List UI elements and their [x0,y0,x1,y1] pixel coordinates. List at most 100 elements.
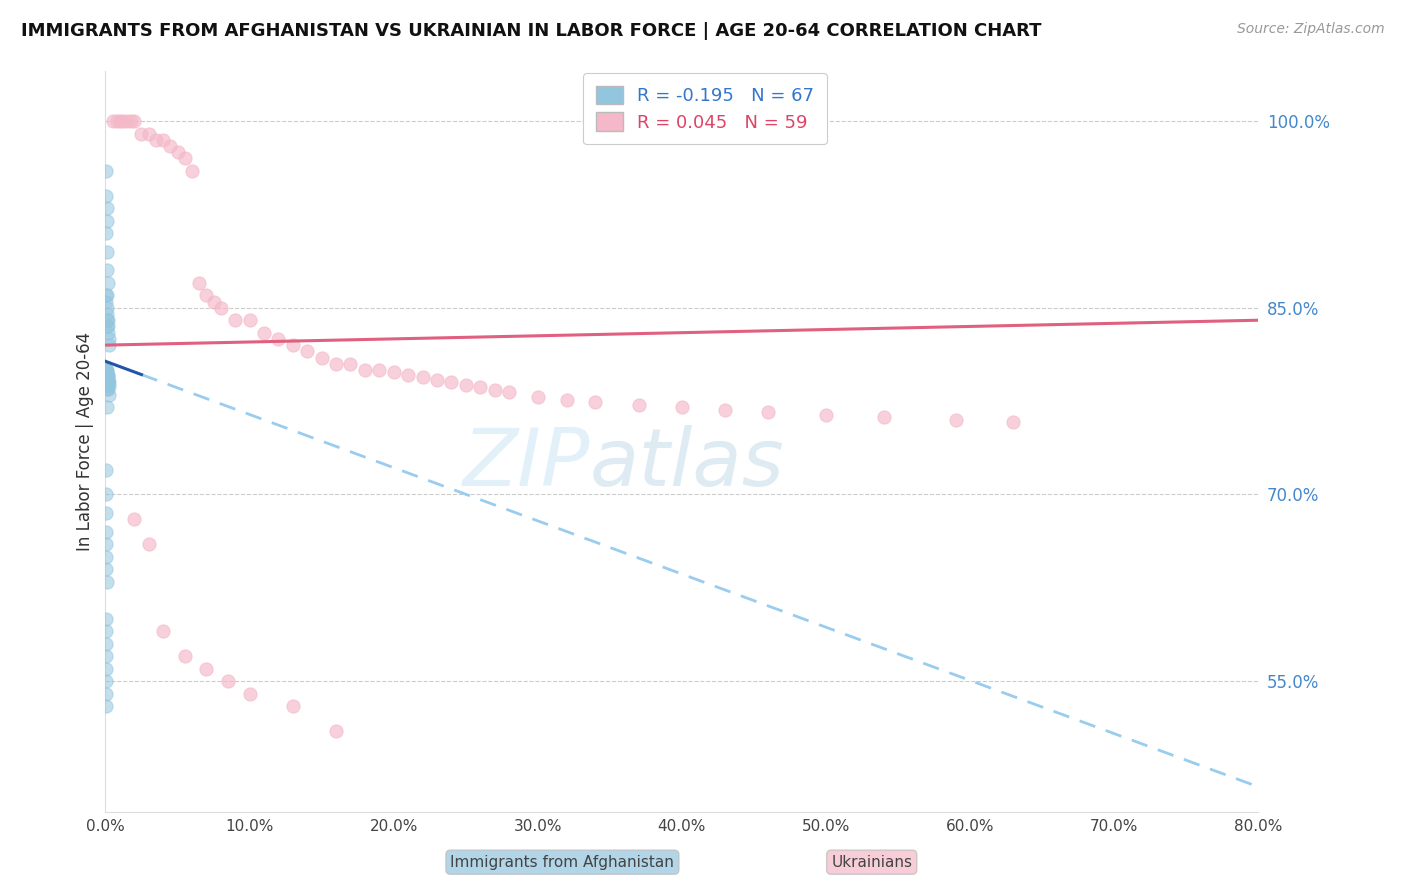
Point [105,114,128,128]
Point [96,213,118,227]
Point [96,369,118,384]
Point [115,114,138,128]
Point [96,366,118,380]
Point [96,376,118,390]
Point [96,201,118,215]
Point [181,164,204,178]
Point [714,402,737,417]
Point [96,698,118,713]
Point [498,385,520,400]
Point [454,378,477,392]
Point [945,413,967,427]
Point [96,562,118,576]
Point [101,114,124,128]
Point [96,307,118,321]
Point [217,674,239,689]
Point [195,662,218,676]
Point [354,363,377,377]
Text: Ukrainians: Ukrainians [831,855,912,870]
Point [152,133,174,147]
Point [97,326,120,340]
Point [138,537,160,551]
Point [96,294,118,309]
Point [325,723,347,738]
Point [209,301,232,315]
Point [96,301,118,315]
Point [96,574,118,589]
Point [202,294,225,309]
Y-axis label: In Labor Force | Age 20-64: In Labor Force | Age 20-64 [76,332,94,551]
Point [111,114,134,128]
Point [131,127,153,141]
Text: Source: ZipAtlas.com: Source: ZipAtlas.com [1237,22,1385,37]
Point [97,376,120,390]
Point [96,313,118,327]
Point [96,401,118,415]
Point [339,357,361,371]
Point [368,363,391,377]
Point [94,363,117,377]
Point [97,369,120,384]
Point [96,537,118,551]
Point [94,524,117,539]
Point [1002,415,1025,429]
Point [97,319,120,334]
Point [470,380,492,394]
Point [94,649,117,664]
Legend: R = -0.195   N = 67, R = 0.045   N = 59: R = -0.195 N = 67, R = 0.045 N = 59 [583,73,827,145]
Point [253,326,276,340]
Point [96,363,118,377]
Point [412,370,434,384]
Point [815,408,838,422]
Text: IMMIGRANTS FROM AFGHANISTAN VS UKRAINIAN IN LABOR FORCE | AGE 20-64 CORRELATION : IMMIGRANTS FROM AFGHANISTAN VS UKRAINIAN… [21,22,1042,40]
Point [297,344,319,359]
Point [96,244,118,259]
Point [97,373,120,387]
Point [96,370,118,384]
Point [97,376,120,391]
Point [94,462,117,476]
Point [159,139,181,153]
Point [97,379,120,393]
Point [96,319,118,334]
Point [311,351,333,365]
Point [98,338,121,352]
Point [152,624,174,639]
Point [97,370,120,384]
Point [94,624,117,639]
Point [94,674,117,689]
Text: atlas: atlas [589,425,785,503]
Point [96,372,118,386]
Point [426,373,449,387]
Point [195,288,218,302]
Point [96,373,118,387]
Point [224,313,246,327]
Point [145,133,167,147]
Point [173,649,195,664]
Point [97,376,120,390]
Point [97,374,120,388]
Point [96,226,118,240]
Point [97,368,120,382]
Point [627,398,650,412]
Point [96,363,118,377]
Point [96,369,118,384]
Point [96,370,118,384]
Point [96,549,118,564]
Point [484,383,506,397]
Point [555,392,578,407]
Point [585,395,607,409]
Point [94,662,117,676]
Point [396,368,419,382]
Point [281,698,304,713]
Point [94,288,117,302]
Point [239,686,262,700]
Point [96,368,118,382]
Point [527,390,550,404]
Point [873,410,896,425]
Point [671,401,693,415]
Point [94,363,117,377]
Point [108,114,131,128]
Point [325,357,347,371]
Point [281,338,304,352]
